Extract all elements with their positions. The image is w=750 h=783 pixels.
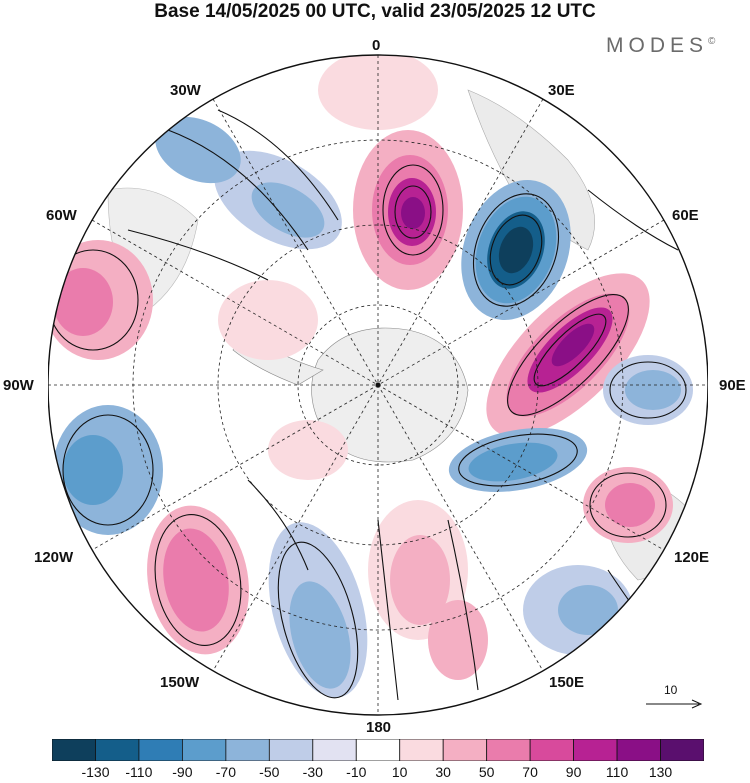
lon-label-90w: 90W [3,377,34,394]
south-pole-marker [375,382,381,388]
colorbar-swatch [573,739,618,761]
colorbar-swatch [355,739,401,761]
lon-label-150e: 150E [549,674,585,691]
colorbar-tick-label: 110 [605,764,629,780]
lon-label-90e: 90E [719,377,746,394]
lon-label-0: 0 [372,37,381,54]
lon-label-60w: 60W [46,207,77,224]
reference-vector-label: 10 [664,683,678,697]
colorbar [52,739,704,761]
colorbar-tick-label: -110 [125,764,153,780]
colorbar-swatch [312,739,357,761]
colorbar-tick-label: -90 [172,764,193,780]
colorbar-swatch [486,739,531,761]
polar-map [48,54,708,716]
lon-label-60e: 60E [672,207,699,224]
colorbar-tick-label: -50 [259,764,280,780]
colorbar-tick-label: -130 [81,764,110,780]
colorbar-swatch [95,739,140,761]
colorbar-swatch [442,739,488,761]
colorbar-tick-label: -30 [302,764,323,780]
colorbar-ticks: -130 -110 -90 -70 -50 -30 -10 10 30 50 70 90 110 130 [0,764,750,782]
lon-label-180: 180 [366,719,392,736]
lon-label-30w: 30W [170,82,201,99]
colorbar-swatch [529,739,575,761]
lon-label-120e: 120E [674,549,710,566]
colorbar-tick-label: 70 [522,764,538,780]
lon-label-30e: 30E [548,82,575,99]
colorbar-tick-label: 50 [478,764,495,780]
copyright-mark: © [708,36,716,47]
colorbar-tick-label: 10 [391,764,408,780]
colorbar-swatch [399,739,444,761]
brand-logo: MODES© [606,34,715,58]
colorbar-swatch [181,739,227,761]
brand-name: MODES [606,34,709,57]
chart-title: Base 14/05/2025 00 UTC, valid 23/05/2025… [154,1,596,22]
map-boundary [48,54,708,716]
wind-streamlines [48,109,687,701]
colorbar-tick-label: 130 [648,764,673,780]
colorbar-swatch [660,739,704,761]
lon-label-150w: 150W [160,674,200,691]
colorbar-swatch [225,739,270,761]
colorbar-swatch [616,739,661,761]
colorbar-swatch [268,739,314,761]
colorbar-swatch [138,739,183,761]
anomaly-field [48,55,693,698]
colorbar-tick-label: 90 [565,764,582,780]
colorbar-tick-label: -70 [215,764,237,780]
colorbar-swatch [52,739,96,761]
lon-label-120w: 120W [34,549,74,566]
colorbar-tick-label: -10 [346,764,367,780]
reference-vector-arrow [646,699,703,709]
colorbar-tick-label: 30 [435,764,451,780]
